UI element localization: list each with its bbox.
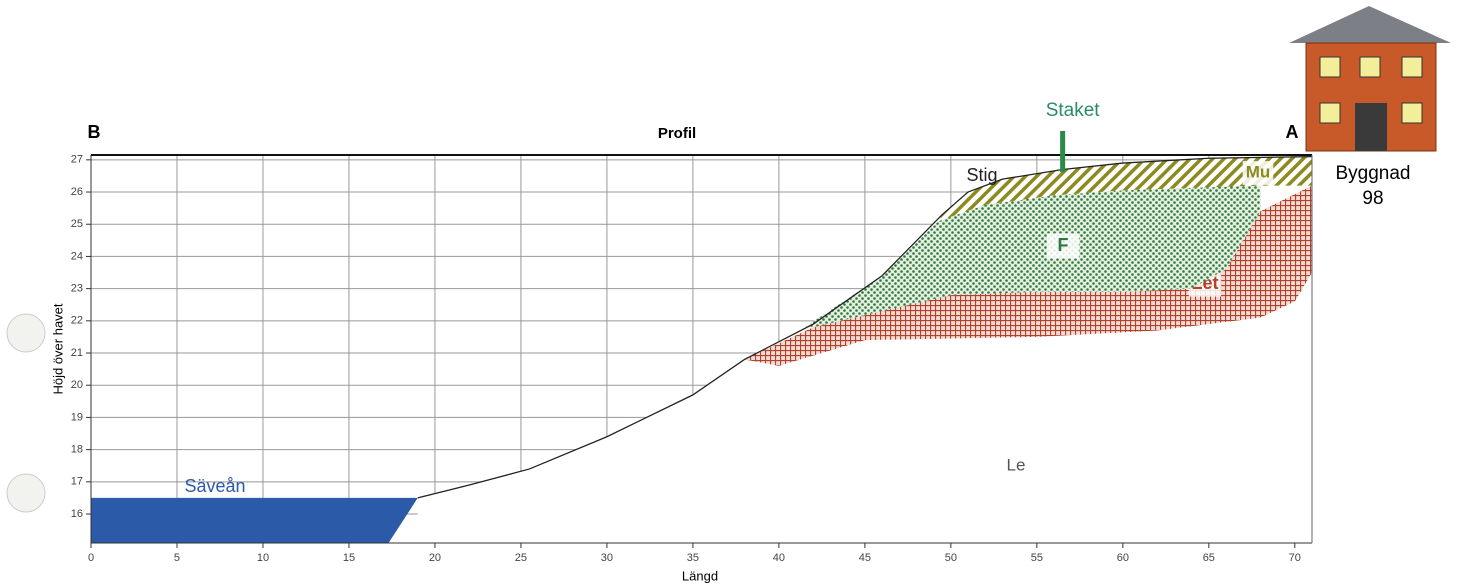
punch-hole [6,313,46,353]
punch-hole [6,473,46,513]
soil-layer [938,156,1312,222]
ground-surface [417,155,1313,499]
y-tick-label: 18 [71,444,83,456]
soil-layer [744,185,1312,366]
y-tick-label: 25 [71,218,83,230]
surface-label: Stig [966,165,997,185]
layer-label: F [1058,235,1069,255]
y-tick-label: 23 [71,283,83,295]
y-tick-label: 17 [71,476,83,488]
x-tick-label: 10 [257,552,269,564]
label-bg [1242,161,1274,185]
x-tick-label: 70 [1289,552,1301,564]
y-tick-label: 20 [71,379,83,391]
x-tick-label: 40 [773,552,785,564]
y-tick-label: 16 [71,508,83,520]
end-label: A [1286,122,1299,142]
end-label: B [88,122,101,142]
annotation: Staket [1046,100,1101,121]
x-axis-label: Längd [682,568,718,583]
y-tick-label: 24 [71,250,83,262]
x-tick-label: 45 [859,552,871,564]
y-tick-label: 27 [71,154,83,166]
y-axis-label: Höjd över havet [50,303,65,394]
x-tick-label: 15 [343,552,355,564]
building-icon [1289,6,1451,152]
ground-label: Le [1007,455,1026,474]
y-tick-label: 22 [71,315,83,327]
soil-layer [91,497,418,543]
x-tick-label: 0 [88,552,94,564]
y-tick-label: 26 [71,186,83,198]
x-tick-label: 20 [429,552,441,564]
x-tick-label: 50 [945,552,957,564]
y-tick-label: 19 [71,411,83,423]
x-tick-label: 5 [174,552,180,564]
x-tick-label: 35 [687,552,699,564]
layer-label: Säveån [184,476,245,496]
soil-layer [804,185,1261,328]
x-tick-label: 65 [1203,552,1215,564]
building-label: 98 [1362,188,1383,209]
x-tick-label: 25 [515,552,527,564]
building-label: Byggnad [1335,163,1410,184]
y-tick-label: 21 [71,347,83,359]
title: Profil [658,125,696,142]
label-bg [1046,233,1080,259]
x-tick-label: 60 [1117,552,1129,564]
x-tick-label: 55 [1031,552,1043,564]
x-tick-label: 30 [601,552,613,564]
layer-label: Mu [1246,162,1271,181]
